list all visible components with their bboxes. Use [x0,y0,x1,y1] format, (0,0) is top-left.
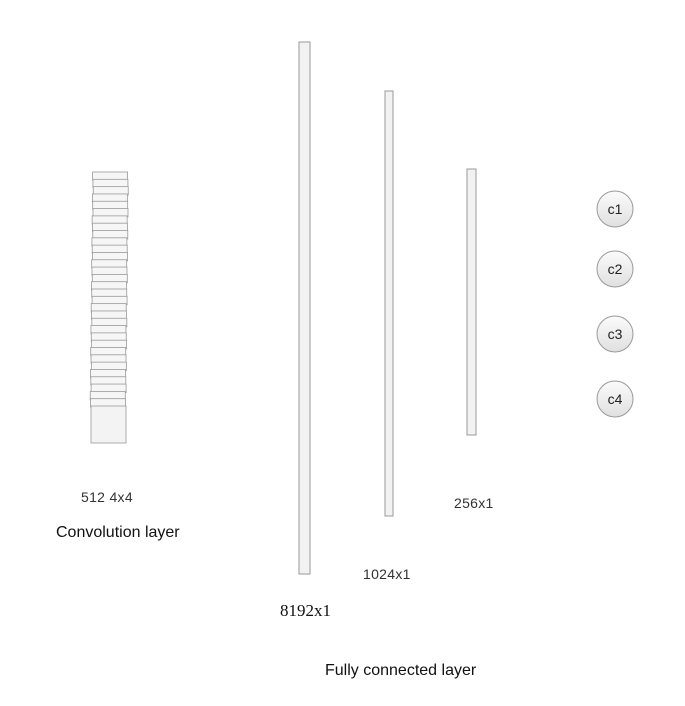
output-node-c2: c2 [596,250,634,288]
output-label: c4 [608,391,623,407]
fc-256-bar [466,168,477,436]
output-label: c1 [608,201,623,217]
conv-front-slab [90,405,127,444]
fc-1024-bar [384,90,394,517]
output-label: c2 [608,261,623,277]
fc-layer-title: Fully connected layer [325,662,477,679]
fc-256-label: 256x1 [454,495,494,511]
output-label: c3 [608,326,623,342]
fc-1024-label: 1024x1 [363,566,411,582]
fc-8192-bar [298,41,311,575]
conv-layer-title: Convolution layer [56,524,180,541]
output-node-c1: c1 [596,190,634,228]
fc-8192-label: 8192x1 [280,601,331,620]
conv-feature-map-stack [89,171,129,444]
output-node-c3: c3 [596,315,634,353]
conv-dims-label: 512 4x4 [81,489,133,505]
output-node-c4: c4 [596,380,634,418]
